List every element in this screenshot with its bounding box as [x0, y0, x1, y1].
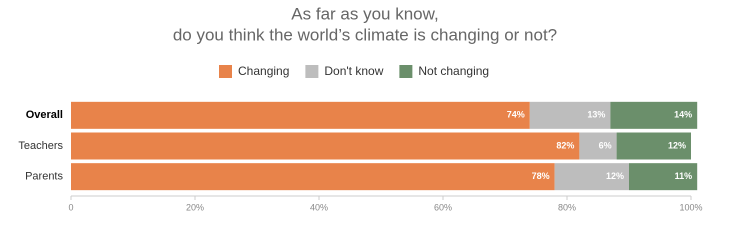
value-label: 13% — [587, 110, 605, 120]
legend-label: Don't know — [324, 64, 383, 78]
bar-segment — [616, 132, 691, 160]
value-label: 6% — [599, 140, 612, 150]
legend-label: Changing — [238, 64, 289, 78]
value-label: 82% — [556, 140, 574, 150]
x-tick-label: 80% — [558, 202, 576, 212]
value-label: 14% — [674, 110, 692, 120]
chart: As far as you know, do you think the wor… — [18, 4, 702, 212]
chart-title: do you think the world’s climate is chan… — [173, 25, 557, 44]
value-label: 12% — [606, 171, 624, 181]
bar-segment — [629, 163, 698, 191]
legend-swatch — [219, 65, 232, 78]
value-label: 11% — [675, 171, 693, 181]
y-tick-label: Overall — [26, 109, 63, 121]
bar-segment — [71, 101, 530, 129]
value-label: 78% — [532, 171, 550, 181]
y-tick-label: Teachers — [18, 140, 63, 152]
x-tick-label: 0 — [68, 202, 73, 212]
chart-title: As far as you know, — [291, 4, 438, 23]
x-tick-label: 40% — [310, 202, 328, 212]
bar-segment — [71, 163, 555, 191]
y-tick-label: Parents — [25, 171, 63, 183]
legend-label: Not changing — [418, 64, 489, 78]
bar-segment — [71, 132, 580, 160]
x-tick-label: 60% — [434, 202, 452, 212]
legend-swatch — [399, 65, 413, 78]
x-tick-label: 20% — [186, 202, 204, 212]
legend-swatch — [305, 65, 319, 78]
bar-segment — [610, 101, 698, 129]
bar-segment — [554, 163, 629, 191]
x-tick-label: 100% — [679, 202, 702, 212]
bar-segment — [579, 132, 617, 160]
value-label: 12% — [668, 140, 686, 150]
bar-segment — [529, 101, 611, 129]
value-label: 74% — [507, 110, 525, 120]
